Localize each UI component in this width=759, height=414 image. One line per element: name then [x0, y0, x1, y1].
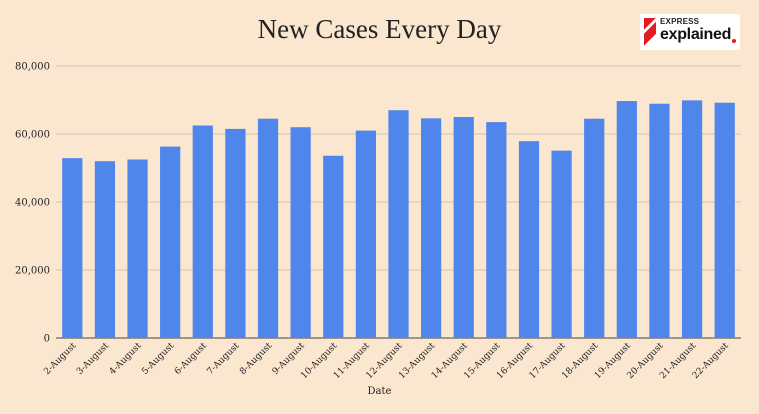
- chart-title: New Cases Every Day: [257, 14, 502, 44]
- y-tick-label: 20,000: [15, 266, 50, 277]
- bar: [355, 130, 376, 338]
- bar: [192, 125, 213, 338]
- y-tick-label: 40,000: [15, 198, 50, 209]
- x-axis-labels: 2-August3-August4-August5-August6-August…: [42, 341, 731, 381]
- bar: [649, 103, 670, 339]
- x-axis-title: Date: [367, 386, 392, 397]
- y-tick-label: 80,000: [15, 62, 50, 73]
- bar: [714, 102, 735, 338]
- y-tick-label: 0: [44, 334, 50, 345]
- bar: [160, 146, 181, 338]
- bar: [257, 118, 279, 338]
- bar: [290, 127, 311, 338]
- y-tick-label: 60,000: [15, 130, 50, 141]
- bar: [225, 128, 246, 338]
- bar: [551, 150, 572, 338]
- bar: [681, 100, 703, 338]
- bar: [453, 117, 474, 338]
- bar: [616, 101, 637, 339]
- bars: [62, 100, 735, 339]
- y-axis-ticks: 0 20,000 40,000 60,000 80,000: [15, 62, 50, 345]
- bar: [94, 161, 116, 338]
- bar: [388, 110, 409, 338]
- logo-top-text: EXPRESS: [660, 17, 700, 26]
- bar: [518, 141, 540, 338]
- bar: [62, 158, 83, 338]
- bar: [127, 159, 148, 338]
- bar: [323, 155, 344, 338]
- bar: [486, 122, 507, 338]
- x-tick-label: 2-August: [42, 341, 78, 377]
- logo-bottom-text: explained: [660, 26, 732, 43]
- x-tick-label: 3-August: [75, 341, 111, 377]
- x-tick-label: 5-August: [140, 341, 176, 377]
- x-tick-label: 4-August: [108, 341, 144, 377]
- express-explained-logo: EXPRESS explained: [640, 14, 740, 50]
- logo-dot: [732, 39, 736, 43]
- bar: [584, 118, 605, 338]
- bar: [421, 118, 442, 338]
- x-tick-label: 6-August: [173, 341, 209, 377]
- x-tick-label: 7-August: [206, 341, 242, 377]
- x-tick-label: 8-August: [238, 341, 274, 377]
- logo-mark-icon: [644, 18, 656, 46]
